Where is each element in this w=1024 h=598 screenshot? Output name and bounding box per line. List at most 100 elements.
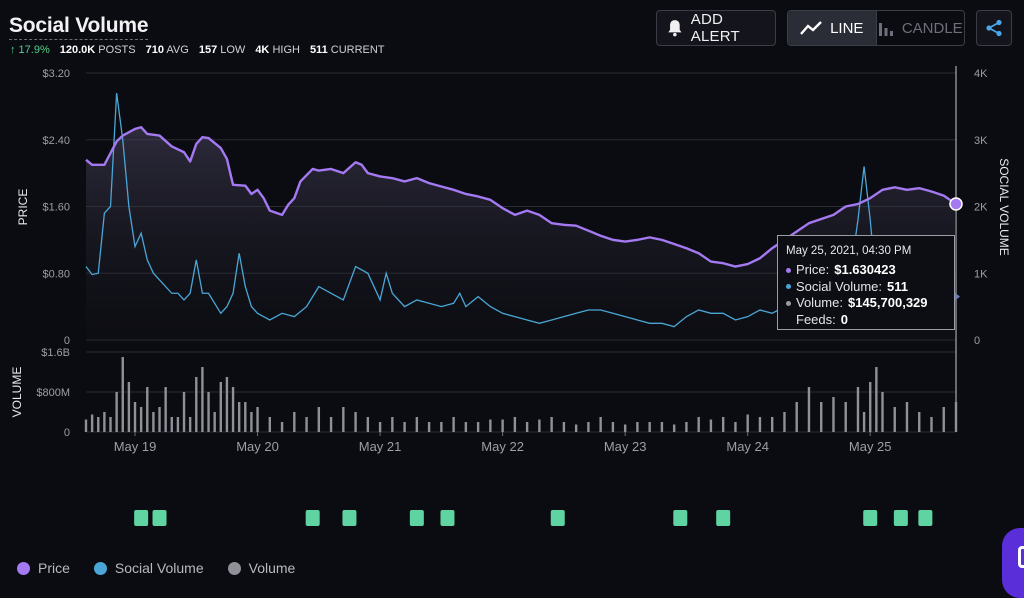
volume-bar (464, 422, 468, 432)
chart-tooltip: May 25, 2021, 04:30 PM Price: $1.630423 S… (777, 235, 955, 330)
volume-bar (746, 414, 749, 432)
left-tick-label: $1.60 (42, 202, 70, 214)
candle-chart-icon (878, 23, 893, 36)
add-alert-label: ADD ALERT (690, 11, 740, 45)
chat-widget-icon[interactable] (1002, 528, 1024, 598)
volume-bar (709, 419, 713, 432)
candle-mode-button[interactable]: CANDLE (875, 11, 965, 45)
volume-bar (378, 422, 382, 432)
volume-bar (648, 422, 651, 432)
volume-bar (176, 417, 180, 432)
left-tick-label: $3.20 (42, 68, 70, 80)
volume-bar (869, 382, 872, 432)
volume-bar (268, 417, 272, 432)
volume-bar (721, 417, 725, 432)
tooltip-row-price: Price: $1.630423 (786, 262, 946, 279)
feed-marker (409, 510, 424, 526)
tooltip-row-volume: Volume: $145,700,329 (786, 295, 946, 312)
social-legend-dot-icon (93, 561, 107, 575)
volume-bar (697, 417, 700, 432)
volume-bar (954, 402, 958, 432)
volume-bar (354, 412, 357, 432)
volume-bar (342, 407, 345, 432)
left-tick-label: $2.40 (42, 135, 70, 147)
feed-marker (673, 510, 688, 526)
volume-bar (440, 422, 443, 432)
x-tick-label: May 23 (604, 439, 647, 454)
legend-item-volume[interactable]: Volume (227, 560, 295, 576)
stat-avg: 710 AVG (145, 44, 189, 56)
volume-bar (770, 417, 774, 432)
right-tick-label: 2K (974, 202, 988, 214)
page-title: Social Volume (9, 14, 149, 40)
volume-bar (734, 422, 737, 432)
volume-bar (146, 387, 149, 432)
left-tick-label: $0.80 (42, 268, 70, 280)
feed-marker (134, 510, 149, 526)
volume-bar (672, 424, 676, 432)
volume-dot-icon (786, 300, 791, 306)
feed-marker (305, 510, 320, 526)
volume-bar (832, 397, 835, 432)
volume-bar (293, 412, 296, 432)
volume-bar (550, 417, 553, 432)
volume-bar (685, 422, 688, 432)
volume-bar (207, 392, 210, 432)
price-dot-icon (786, 267, 791, 273)
volume-bar (758, 417, 762, 432)
price-cursor-dot (949, 197, 963, 211)
volume-bar (366, 417, 370, 432)
share-button[interactable] (976, 10, 1012, 46)
add-alert-button[interactable]: ADD ALERT (656, 10, 776, 46)
feed-marker (716, 510, 731, 526)
x-tick-label: May 20 (236, 439, 279, 454)
volume-bar (881, 392, 884, 432)
volume-bar (525, 422, 529, 432)
volume-axis-title: VOLUME (10, 367, 24, 418)
volume-bar (875, 367, 878, 432)
volume-bar (403, 422, 406, 432)
x-tick-label: May 21 (359, 439, 402, 454)
volume-tick-label: 0 (64, 427, 70, 439)
volume-bar (611, 422, 615, 432)
volume-tick-label: $1.6B (41, 347, 70, 359)
volume-bar (918, 412, 921, 432)
volume-bar (513, 417, 517, 432)
volume-bar (164, 387, 167, 432)
feed-marker (918, 510, 933, 526)
bell-icon (668, 20, 682, 37)
volume-bar (476, 422, 480, 432)
x-tick-label: May 22 (481, 439, 524, 454)
volume-bar (930, 417, 933, 432)
volume-bar (84, 419, 88, 432)
volume-bar (623, 424, 627, 432)
change-percent: ↑ 17.9% (10, 44, 50, 56)
volume-bar (213, 412, 216, 432)
volume-bar (562, 422, 566, 432)
volume-bar (317, 407, 321, 432)
volume-bar (231, 387, 235, 432)
volume-bar (133, 402, 137, 432)
volume-bar (139, 407, 143, 432)
volume-bar (489, 419, 492, 432)
legend-item-price[interactable]: Price (17, 560, 70, 576)
volume-bar (237, 402, 241, 432)
volume-bar (783, 412, 786, 432)
volume-tick-label: $800M (36, 387, 70, 399)
volume-bar (305, 417, 308, 432)
volume-bar (587, 422, 590, 432)
volume-bar (905, 402, 909, 432)
volume-bar (109, 417, 112, 432)
volume-bar (280, 422, 284, 432)
volume-bar (862, 412, 866, 432)
volume-bars (84, 357, 958, 432)
tooltip-row-feeds: Feeds: 0 (796, 311, 848, 327)
volume-bar (90, 414, 94, 432)
volume-bar (942, 407, 945, 432)
volume-bar (501, 419, 504, 432)
line-mode-button[interactable]: LINE (788, 11, 876, 45)
stats-bar: ↑ 17.9% 120.0K POSTS 710 AVG 157 LOW 4K … (10, 44, 385, 56)
legend-item-social-volume[interactable]: Social Volume (93, 560, 204, 576)
line-chart-icon (800, 21, 822, 35)
feed-marker (440, 510, 455, 526)
